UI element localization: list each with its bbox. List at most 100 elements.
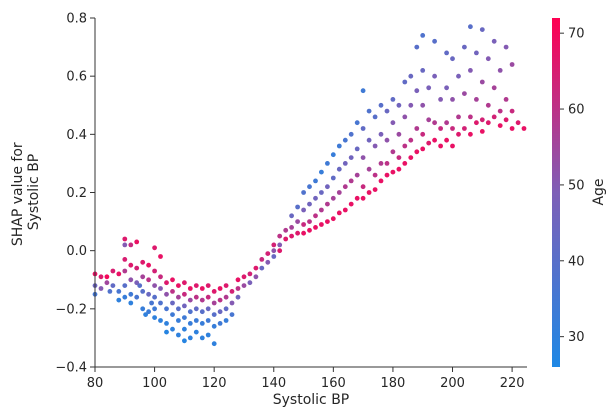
data-point xyxy=(301,207,306,213)
data-point xyxy=(396,102,402,108)
data-point xyxy=(211,323,217,329)
data-point xyxy=(164,291,169,297)
data-point xyxy=(265,259,271,265)
data-point xyxy=(366,137,372,143)
data-point xyxy=(143,312,149,317)
data-point xyxy=(134,294,140,300)
data-point xyxy=(497,123,503,128)
data-point xyxy=(241,283,247,288)
y-tick-label: 0.4 xyxy=(66,128,87,143)
data-point xyxy=(479,117,485,123)
scatter-points xyxy=(92,24,527,347)
data-point xyxy=(360,195,366,201)
data-point xyxy=(491,85,497,91)
data-point xyxy=(205,332,211,338)
data-point xyxy=(253,274,259,280)
data-point xyxy=(348,201,354,207)
data-point xyxy=(241,274,247,280)
data-point xyxy=(116,271,122,277)
data-point xyxy=(98,286,104,291)
data-point xyxy=(199,321,205,326)
data-point xyxy=(295,230,300,236)
data-point xyxy=(444,120,449,126)
data-point xyxy=(509,108,515,114)
data-point xyxy=(182,291,187,297)
data-point xyxy=(158,274,163,280)
data-point xyxy=(152,306,158,312)
data-point xyxy=(217,309,223,315)
data-point xyxy=(462,91,467,96)
data-point xyxy=(235,286,241,291)
x-tick-label: 140 xyxy=(261,376,286,391)
data-point xyxy=(122,268,128,274)
data-point xyxy=(432,38,437,44)
data-point xyxy=(170,277,175,283)
data-point xyxy=(259,257,265,262)
data-point xyxy=(325,161,330,166)
data-point xyxy=(372,187,378,193)
x-tick-label: 100 xyxy=(142,376,167,391)
y-tick-label: 0.0 xyxy=(66,244,87,259)
y-tick-label: −0.2 xyxy=(55,302,87,317)
data-point xyxy=(462,44,467,50)
data-point xyxy=(378,161,384,166)
data-point xyxy=(164,280,169,286)
data-point xyxy=(217,297,223,303)
data-point xyxy=(378,131,384,137)
data-point xyxy=(158,318,163,323)
data-point xyxy=(426,85,432,91)
x-tick-label: 180 xyxy=(381,376,406,391)
data-point xyxy=(420,102,426,108)
data-point xyxy=(384,137,390,143)
data-point xyxy=(366,166,372,172)
data-point xyxy=(319,222,324,227)
data-point xyxy=(182,326,187,332)
data-point xyxy=(390,149,396,155)
data-point xyxy=(122,242,128,248)
data-point xyxy=(146,291,152,297)
data-point xyxy=(438,126,443,131)
y-tick-label: −0.4 xyxy=(55,361,87,376)
data-point xyxy=(223,318,229,323)
y-ticks: −0.4 −0.2 0.0 0.2 0.4 0.6 0.8 xyxy=(55,12,95,376)
colorbar-tick-label: 60 xyxy=(568,103,585,118)
data-point xyxy=(247,271,253,277)
data-point xyxy=(396,166,402,172)
data-point xyxy=(444,50,449,56)
data-point xyxy=(223,294,229,300)
colorbar-tick-label: 30 xyxy=(568,330,585,345)
data-point xyxy=(503,117,509,123)
data-point xyxy=(283,227,289,233)
data-point xyxy=(277,242,283,248)
data-point xyxy=(217,321,223,326)
data-point xyxy=(158,300,163,306)
data-point xyxy=(378,102,384,108)
data-point xyxy=(444,85,449,91)
colorbar-ticks: 30 40 50 60 70 xyxy=(560,27,585,345)
y-axis-label-line-2: Systolic BP xyxy=(26,154,42,231)
data-point xyxy=(307,201,312,207)
data-point xyxy=(509,126,515,131)
data-point xyxy=(426,140,432,146)
data-point xyxy=(211,341,217,347)
data-point xyxy=(176,332,181,338)
colorbar-label: Age xyxy=(591,178,607,205)
axes xyxy=(94,18,527,368)
data-point xyxy=(360,184,366,190)
data-point xyxy=(396,155,402,161)
data-point xyxy=(140,259,146,265)
data-point xyxy=(420,146,426,152)
data-point xyxy=(277,248,283,254)
data-point xyxy=(158,254,163,259)
data-point xyxy=(176,283,181,288)
data-point xyxy=(408,102,414,108)
data-point xyxy=(134,265,140,271)
colorbar-tick-label: 50 xyxy=(568,178,585,193)
data-point xyxy=(187,335,193,341)
data-point xyxy=(98,274,104,280)
data-point xyxy=(372,114,378,120)
data-point xyxy=(170,289,175,294)
data-point xyxy=(128,262,134,268)
data-point xyxy=(456,131,461,137)
